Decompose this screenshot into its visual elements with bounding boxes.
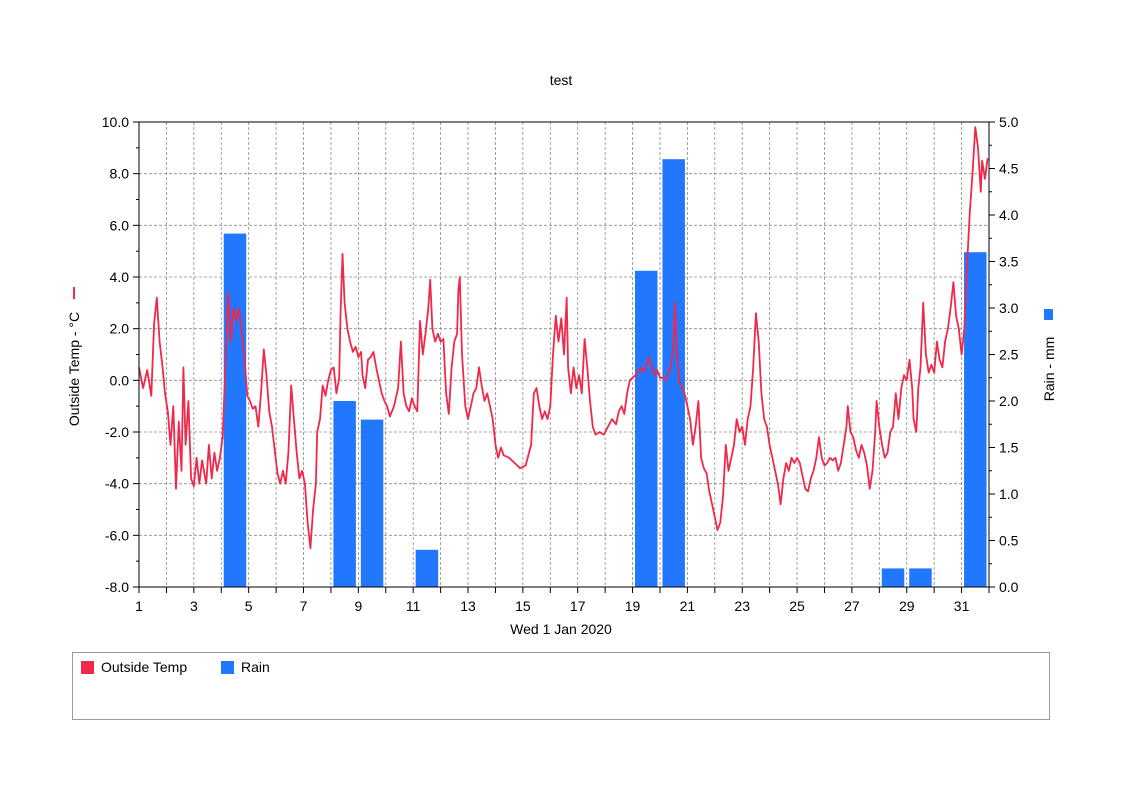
- rain-bar: [909, 568, 932, 587]
- y-right-tick-label: 2.0: [999, 393, 1019, 409]
- y-left-tick-label: 6.0: [110, 217, 130, 233]
- x-tick-label: 15: [515, 598, 531, 614]
- y-right-tick-label: 4.0: [999, 207, 1019, 223]
- x-tick-label: 19: [625, 598, 641, 614]
- legend-label-outside-temp: Outside Temp: [101, 659, 188, 675]
- y-right-tick-label: 1.5: [999, 440, 1019, 456]
- rain-bar: [223, 233, 247, 587]
- x-tick-label: 13: [460, 598, 476, 614]
- rain-bar: [415, 549, 439, 587]
- x-tick-label: 31: [954, 598, 970, 614]
- x-tick-label: 3: [190, 598, 198, 614]
- x-tick-label: 7: [300, 598, 308, 614]
- chart-title: test: [550, 72, 573, 88]
- legend: Outside Temp Rain: [72, 652, 1050, 720]
- y-right-axis-label: Rain - mm: [1041, 337, 1057, 402]
- x-tick-label: 29: [899, 598, 915, 614]
- rain-bar: [360, 419, 384, 587]
- x-tick-label: 5: [245, 598, 253, 614]
- y-left-tick-label: 2.0: [110, 321, 130, 337]
- x-tick-label: 27: [844, 598, 860, 614]
- rain-bar: [333, 401, 356, 587]
- legend-item-outside-temp: Outside Temp: [81, 659, 187, 675]
- legend-swatch-outside-temp: [81, 660, 94, 674]
- x-tick-label: 9: [354, 598, 362, 614]
- x-tick-label: 1: [135, 598, 143, 614]
- legend-item-rain: Rain: [221, 659, 270, 675]
- y-right-tick-label: 3.0: [999, 300, 1019, 316]
- y-right-tick-label: 2.5: [999, 347, 1019, 363]
- x-tick-label: 21: [680, 598, 696, 614]
- x-tick-label: 17: [570, 598, 586, 614]
- y-left-tick-label: -2.0: [105, 424, 129, 440]
- x-tick-label: 11: [406, 598, 421, 614]
- y-left-tick-label: 0.0: [110, 372, 130, 388]
- y-right-tick-label: 1.0: [999, 486, 1019, 502]
- y-left-tick-label: -8.0: [105, 579, 129, 595]
- outside-temp-line: [138, 126, 989, 550]
- y-left-tick-label: 10.0: [102, 114, 129, 130]
- grid: [139, 122, 989, 587]
- y-right-tick-label: 3.5: [999, 254, 1019, 270]
- y-left-tick-label: -6.0: [105, 527, 129, 543]
- x-tick-label: 23: [734, 598, 750, 614]
- rain-bar: [662, 159, 685, 587]
- y-right-tick-label: 0.0: [999, 579, 1019, 595]
- y-right-tick-label: 4.5: [999, 161, 1019, 177]
- y-right-tick-label: 0.5: [999, 533, 1019, 549]
- y-left-axis-label: Outside Temp - °C: [66, 312, 82, 426]
- rain-bar: [635, 270, 658, 587]
- y-left-tick-label: 4.0: [110, 269, 130, 285]
- rain-bar: [964, 252, 987, 587]
- x-tick-label: 25: [789, 598, 805, 614]
- temp-line-layer: [138, 126, 989, 550]
- y-left-tick-label: -4.0: [105, 476, 129, 492]
- y-right-label-bar-marker: [1044, 309, 1053, 320]
- x-axis-label: Wed 1 Jan 2020: [510, 621, 612, 637]
- rain-bar: [881, 568, 905, 587]
- y-right-tick-label: 5.0: [999, 114, 1019, 130]
- y-left-tick-label: 8.0: [110, 166, 130, 182]
- legend-label-rain: Rain: [241, 659, 270, 675]
- legend-swatch-rain: [221, 660, 234, 674]
- axes: 1 3 5 7 9 11 13 15 17 19 21 23 25 27 29 3110.08.06.04.0…: [102, 114, 1019, 614]
